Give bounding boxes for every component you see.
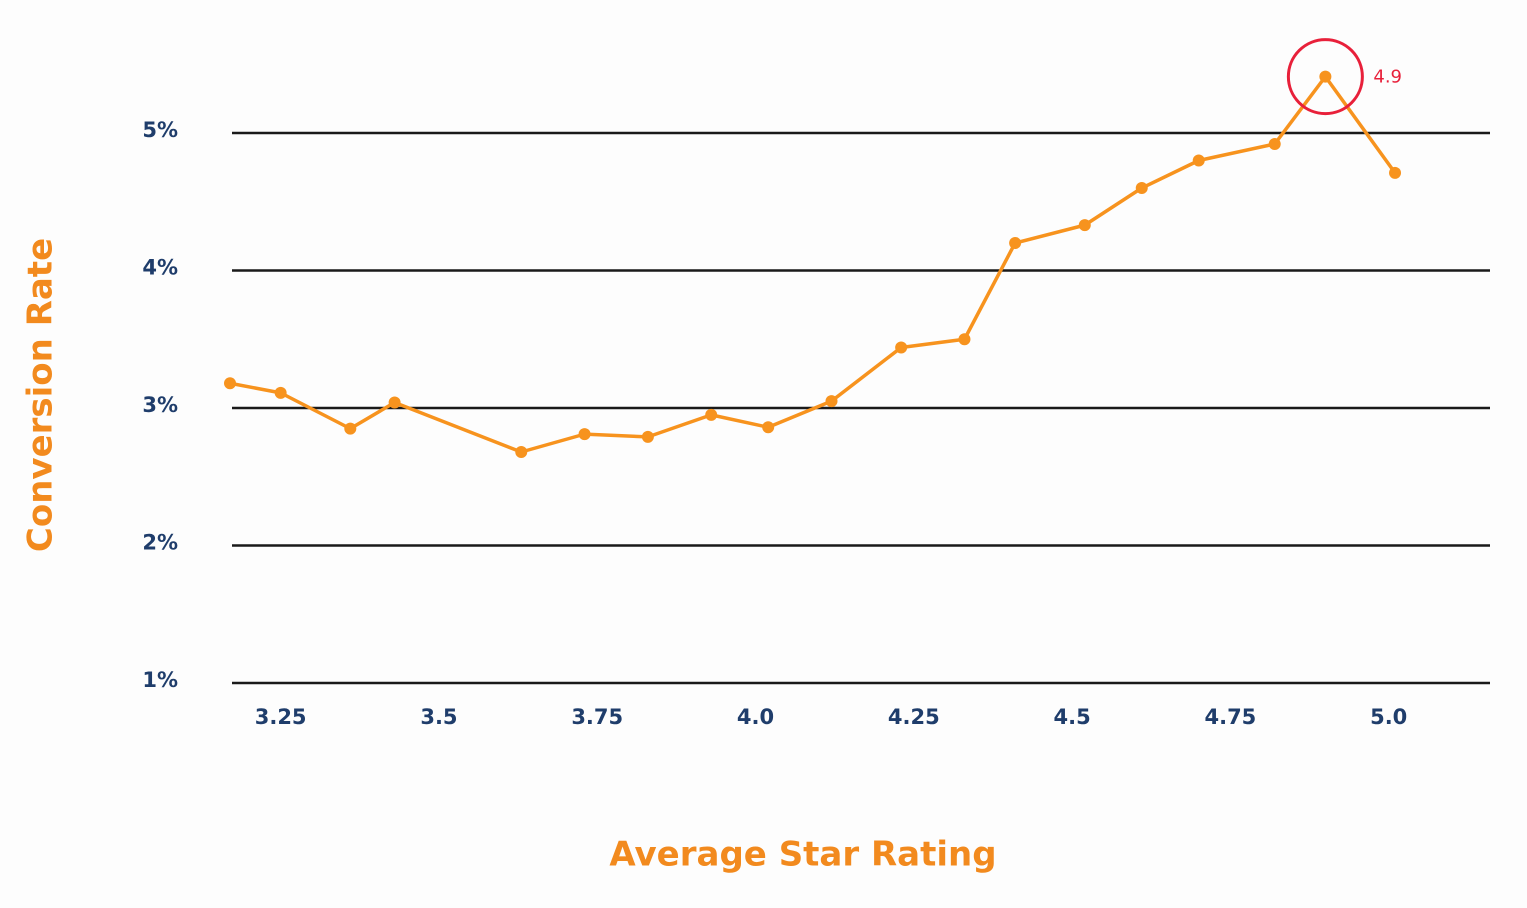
annotation: 4.9 [1373, 67, 1402, 88]
highlight-circle [1286, 38, 1364, 116]
data-point [1319, 70, 1332, 83]
data-point [1192, 154, 1205, 167]
x-tick-label: 4.5 [1054, 705, 1091, 729]
data-point [1389, 166, 1402, 179]
y-tick-label: 5% [142, 118, 178, 142]
x-axis-title: Average Star Rating [609, 835, 996, 875]
y-tick-label: 4% [142, 256, 178, 280]
data-point [388, 396, 401, 409]
data-point [1268, 138, 1281, 150]
y-axis-title: Conversion Rate [21, 238, 61, 552]
x-tick-label: 3.25 [255, 705, 307, 729]
data-point [515, 446, 528, 458]
data-point [705, 408, 718, 421]
x-tick-label: 4.75 [1204, 705, 1256, 729]
data-point [762, 421, 775, 434]
data-point [274, 386, 287, 399]
data-point [825, 395, 838, 408]
data-point [1009, 237, 1022, 249]
x-tick-label: 3.75 [571, 705, 623, 729]
data-point [1078, 219, 1091, 232]
data-point [224, 377, 236, 390]
data-point [958, 333, 971, 346]
y-tick-label: 1% [142, 668, 178, 692]
y-tick-label: 3% [142, 393, 178, 417]
data-point [344, 422, 357, 435]
x-tick-label: 4.0 [737, 705, 774, 729]
data-point [895, 341, 908, 354]
data-point [578, 428, 591, 441]
x-tick-label: 3.5 [420, 705, 457, 729]
data-point [1135, 182, 1148, 194]
x-tick-label: 4.25 [888, 705, 940, 729]
data-point [641, 430, 654, 443]
y-tick-label: 2% [142, 531, 178, 555]
x-tick-label: 5.0 [1370, 705, 1407, 729]
